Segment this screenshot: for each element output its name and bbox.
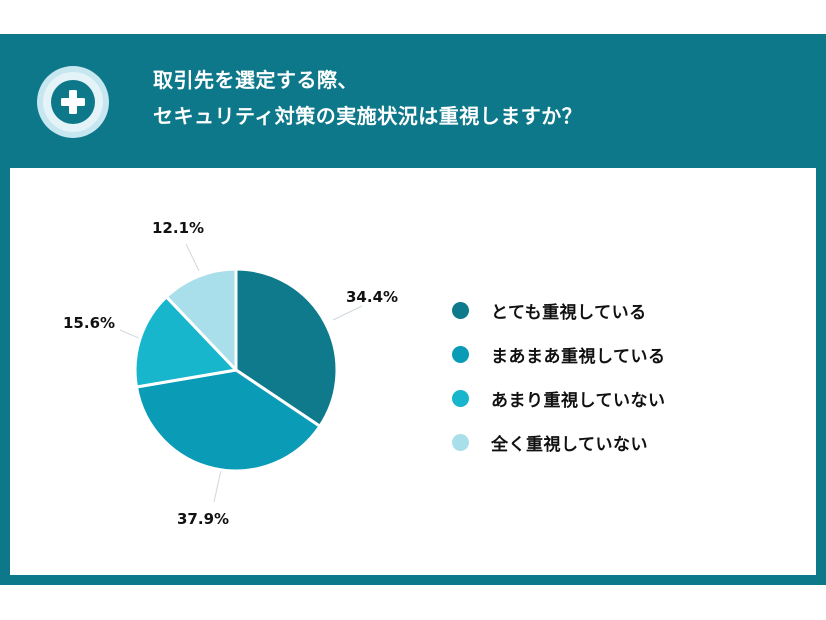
chart-title: 取引先を選定する際、 セキュリティ対策の実施状況は重視しますか？ [153,62,582,134]
legend-label: あまり重視していない [491,390,666,411]
legend-label: 全く重視していない [491,434,648,455]
legend-swatch-icon [452,345,469,363]
plus-circle-icon [37,66,109,138]
legend-label: とても重視している [491,302,647,323]
legend-swatch-icon [452,433,469,451]
legend-swatch-icon [452,301,469,319]
header-frame: 取引先を選定する際、 セキュリティ対策の実施状況は重視しますか？ [0,34,826,585]
legend-swatch-icon [452,389,469,407]
leader-line-37-9 [213,469,222,503]
legend-label: まあまあ重視している [491,346,666,367]
label-somewhat-important: 37.9% [177,510,230,528]
slice-not-very-important [133,295,238,389]
leader-line-12-1 [185,243,200,272]
legend-item-not-very-important: あまり重視していない [452,376,666,420]
title-line-1: 取引先を選定する際、 [153,68,358,92]
slice-somewhat-important [135,368,322,473]
label-not-very-important: 15.6% [63,314,116,332]
legend: とても重視している まあまあ重視している あまり重視していない 全く重視していな… [452,288,666,464]
legend-item-not-at-all: 全く重視していない [452,420,666,464]
label-very-important: 34.4% [346,288,399,306]
leader-line-34-4 [332,305,363,321]
label-not-at-all: 12.1% [152,219,205,237]
slice-not-at-all [164,267,238,372]
title-line-2: セキュリティ対策の実施状況は重視しますか？ [153,104,583,128]
legend-item-very-important: とても重視している [452,288,666,332]
legend-item-somewhat-important: まあまあ重視している [452,332,666,376]
leader-line-15-6 [119,329,142,340]
